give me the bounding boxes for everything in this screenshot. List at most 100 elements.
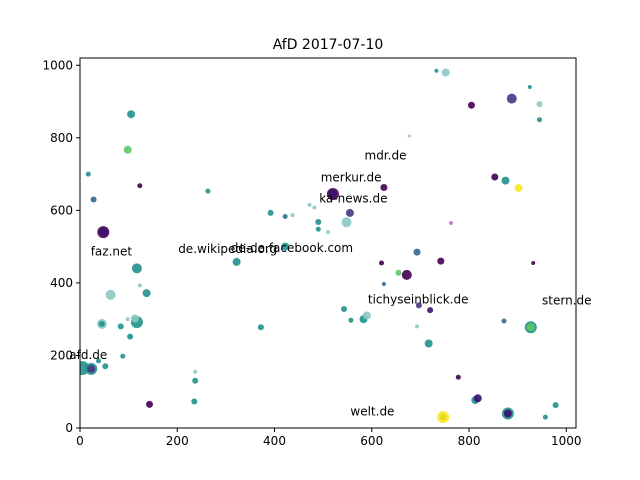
chart-title: AfD 2017-07-10 bbox=[273, 37, 384, 53]
data-point bbox=[142, 289, 151, 298]
plot-frame bbox=[79, 57, 577, 429]
x-tick-label: 400 bbox=[263, 434, 286, 448]
data-point bbox=[401, 269, 412, 280]
point-annotations: mdr.de merkur.de ka-news.de faz.net de.wikip… bbox=[69, 149, 591, 419]
y-tick-label: 1000 bbox=[42, 58, 73, 72]
data-point bbox=[449, 221, 453, 225]
data-point bbox=[282, 214, 288, 219]
point-annotation: de-de.facebook.com bbox=[231, 241, 353, 255]
data-point bbox=[501, 318, 507, 324]
data-point bbox=[315, 226, 321, 232]
data-point bbox=[415, 302, 422, 309]
point-annotation: mdr.de bbox=[365, 149, 407, 163]
data-point bbox=[345, 208, 354, 217]
data-point bbox=[536, 101, 543, 108]
y-tick-label: 200 bbox=[50, 348, 73, 362]
x-tick-label: 800 bbox=[458, 434, 481, 448]
data-point bbox=[96, 358, 101, 364]
data-point bbox=[501, 176, 510, 185]
point-annotation: merkur.de bbox=[321, 170, 382, 184]
data-point bbox=[455, 374, 461, 380]
x-tick-label: 0 bbox=[76, 434, 84, 448]
data-point bbox=[434, 68, 439, 73]
data-point bbox=[257, 324, 264, 331]
data-point bbox=[117, 323, 124, 330]
data-point bbox=[468, 101, 475, 109]
point-annotation: welt.de bbox=[350, 404, 394, 418]
y-tick-label: 600 bbox=[50, 203, 73, 217]
x-tick-label: 200 bbox=[166, 434, 189, 448]
data-point bbox=[527, 85, 532, 89]
data-point bbox=[537, 117, 542, 123]
point-annotation: tichyseinblick.de bbox=[368, 293, 469, 307]
data-point bbox=[125, 317, 130, 322]
x-tick-label: 600 bbox=[360, 434, 383, 448]
data-point bbox=[98, 320, 105, 327]
data-point bbox=[503, 409, 512, 418]
data-point bbox=[341, 217, 352, 228]
data-point bbox=[437, 257, 445, 265]
point-annotation: de.wikipedia.org bbox=[178, 242, 277, 256]
data-point bbox=[232, 257, 241, 266]
y-tick-label: 0 bbox=[65, 421, 73, 435]
data-point bbox=[552, 402, 559, 409]
data-point bbox=[413, 248, 421, 256]
x-axis-ticks: 0 200 400 600 800 1000 bbox=[76, 428, 582, 448]
data-point bbox=[440, 414, 447, 421]
y-tick-label: 800 bbox=[50, 131, 73, 145]
data-point bbox=[542, 414, 548, 420]
data-point bbox=[506, 93, 517, 104]
data-point bbox=[102, 363, 109, 370]
data-point bbox=[127, 333, 134, 340]
data-point bbox=[85, 171, 91, 177]
data-point bbox=[514, 183, 523, 192]
data-point bbox=[146, 400, 153, 408]
point-annotation: stern.de bbox=[542, 294, 591, 308]
point-annotation: faz.net bbox=[91, 245, 133, 259]
data-point bbox=[130, 314, 139, 323]
data-point bbox=[491, 173, 499, 181]
data-point bbox=[137, 183, 143, 189]
data-point bbox=[290, 213, 295, 218]
data-point bbox=[362, 311, 371, 320]
data-point bbox=[407, 134, 411, 138]
data-point bbox=[267, 209, 274, 216]
x-tick-label: 1000 bbox=[551, 434, 582, 448]
data-point bbox=[379, 260, 384, 266]
data-point bbox=[191, 398, 198, 405]
data-point bbox=[87, 364, 96, 373]
data-point bbox=[193, 369, 198, 374]
data-point bbox=[281, 242, 290, 251]
data-point bbox=[381, 282, 386, 286]
data-point bbox=[415, 324, 419, 329]
data-point bbox=[348, 317, 354, 323]
data-point bbox=[526, 323, 535, 332]
data-point bbox=[326, 230, 330, 235]
data-points bbox=[80, 68, 559, 424]
y-tick-label: 400 bbox=[50, 276, 73, 290]
data-point bbox=[137, 283, 142, 288]
data-point bbox=[99, 228, 108, 237]
data-point bbox=[312, 205, 317, 210]
data-point bbox=[127, 110, 136, 119]
data-point bbox=[120, 353, 126, 359]
data-point bbox=[90, 196, 97, 203]
axes bbox=[79, 57, 577, 429]
data-point bbox=[427, 307, 434, 314]
data-point bbox=[205, 188, 211, 194]
data-point bbox=[192, 377, 199, 384]
point-annotation: ka-news.de bbox=[319, 191, 387, 205]
point-annotation: afd.de bbox=[69, 348, 107, 362]
data-point bbox=[307, 202, 312, 207]
data-point bbox=[441, 68, 450, 77]
data-point bbox=[105, 289, 116, 300]
data-point bbox=[424, 339, 433, 348]
data-point bbox=[315, 219, 322, 225]
data-point bbox=[395, 269, 402, 276]
data-point bbox=[328, 190, 337, 198]
y-axis-ticks: 0 200 400 600 800 1000 bbox=[42, 58, 80, 435]
data-point bbox=[341, 306, 347, 312]
data-point bbox=[123, 145, 132, 154]
data-point bbox=[473, 394, 482, 403]
